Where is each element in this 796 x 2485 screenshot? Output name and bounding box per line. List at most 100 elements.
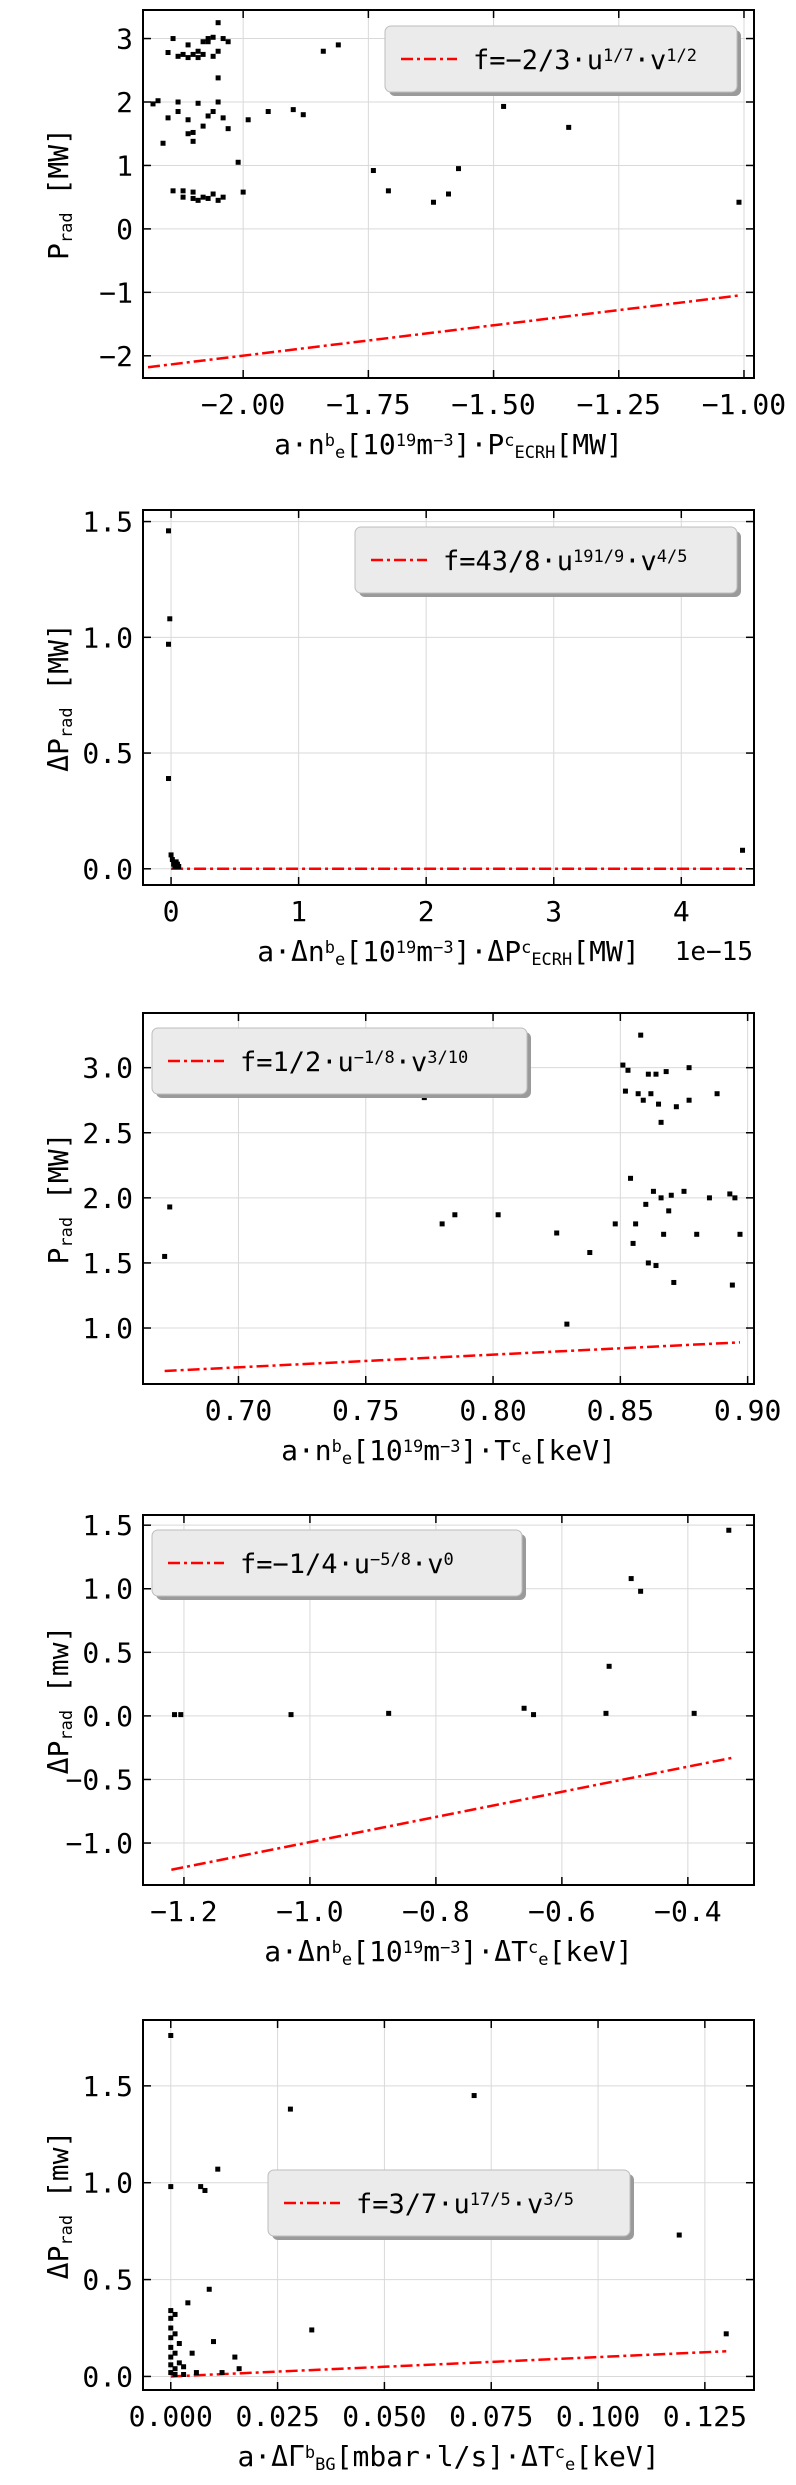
chart-panel-1: −2.00 −1.75 −1.50 −1.25 −1.00 −2 −1 0 1 2 3 a·nbe[1…	[42, 9, 786, 463]
x-tick-label: 0.70	[205, 1394, 272, 1427]
x-axis-label: a·ΔΓbBG[mbar·l/s]·ΔTce[keV]	[237, 2440, 659, 2475]
label-part-3: 4/5	[657, 547, 688, 567]
x-tick-label: 3	[545, 895, 562, 928]
label-part-5: m	[423, 1434, 440, 1467]
x-tick-label: 0.75	[332, 1394, 399, 1427]
label-part-2: BG	[315, 2455, 335, 2475]
data-point	[726, 1527, 732, 1533]
label-part-2: e	[335, 443, 345, 463]
data-point	[210, 191, 216, 197]
y-tick-label: 1.0	[82, 1573, 133, 1606]
data-point	[235, 159, 241, 165]
label-part-1: rad	[57, 2215, 77, 2246]
label-part-1: rad	[57, 707, 77, 738]
x-tick-label: 1	[290, 895, 307, 928]
data-point	[335, 42, 341, 48]
data-point	[452, 1212, 458, 1218]
data-point	[653, 1071, 659, 1077]
data-point	[650, 1188, 656, 1194]
data-point	[706, 1195, 712, 1201]
data-point	[172, 2366, 178, 2372]
chart-panel-4: −1.2 −1.0 −0.8 −0.6 −0.4 −1.0 −0.5 0.0 0.5 1.0 1.5…	[42, 1509, 755, 1970]
label-part-1: b	[305, 2443, 315, 2463]
data-point	[564, 1321, 570, 1327]
data-point	[225, 39, 231, 45]
data-point	[166, 776, 172, 782]
legend-box	[384, 25, 738, 93]
data-point	[288, 1712, 294, 1718]
data-point	[521, 1705, 527, 1711]
x-ticks: 0.70 0.75 0.80 0.85 0.90	[205, 1013, 781, 1427]
data-points	[162, 1032, 743, 1327]
data-point	[439, 1221, 445, 1227]
data-point	[673, 1104, 679, 1110]
x-offset-text: 1e−15	[675, 937, 753, 967]
data-point	[320, 48, 326, 54]
data-point	[727, 1191, 733, 1197]
data-point	[630, 1240, 636, 1246]
data-point	[232, 2354, 238, 2360]
data-point	[635, 1091, 641, 1097]
data-point	[168, 2308, 174, 2314]
data-point	[385, 188, 391, 194]
data-point	[501, 103, 507, 109]
label-part-2: [MW]	[42, 128, 75, 212]
y-tick-label: 1.0	[82, 621, 133, 654]
label-part-4: 19	[396, 431, 416, 451]
label-part-1: rad	[57, 1217, 77, 1248]
y-tick-label: −0.5	[66, 1763, 133, 1796]
label-part-1: rad	[57, 212, 77, 243]
x-tick-label: −1.25	[577, 388, 661, 421]
data-point	[190, 195, 196, 201]
legend-entry: f=−2/3·u1/7·v1/2	[473, 45, 697, 76]
x-tick-label: 4	[673, 895, 690, 928]
label-part-3: [10	[345, 935, 396, 968]
label-part-9: ECRH	[531, 950, 572, 970]
data-point	[215, 75, 221, 81]
data-point	[205, 195, 211, 201]
x-tick-label: 0.90	[714, 1394, 781, 1427]
data-point	[686, 1097, 692, 1103]
data-point	[190, 129, 196, 135]
data-point	[370, 168, 376, 174]
label-part-3: 3/10	[427, 1048, 468, 1068]
data-point	[625, 1067, 631, 1073]
data-point	[185, 55, 191, 61]
data-point	[658, 1119, 664, 1125]
label-part-1: 191/9	[573, 547, 624, 567]
data-point	[210, 34, 216, 40]
data-point	[740, 847, 746, 853]
label-part-2: e	[342, 1449, 352, 1469]
y-tick-label: 1.0	[82, 1312, 133, 1345]
label-part-7: ]·T	[461, 1434, 512, 1467]
y-ticks: 0.0 0.5 1.0 1.5	[82, 2070, 754, 2393]
label-part-0: f=3/7·u	[356, 2189, 470, 2220]
label-part-1: b	[325, 938, 335, 958]
data-point	[168, 2354, 174, 2360]
data-point	[386, 1710, 392, 1716]
y-tick-label: 1.5	[82, 2070, 133, 2103]
label-part-2: ·v	[634, 45, 667, 76]
data-point	[198, 2184, 204, 2190]
label-part-1: 17/5	[470, 2190, 511, 2210]
x-tick-label: −1.75	[326, 388, 410, 421]
data-point	[200, 194, 206, 200]
label-part-8: c	[528, 1938, 538, 1958]
data-point	[185, 117, 191, 123]
data-point	[168, 2344, 174, 2350]
data-point	[666, 1208, 672, 1214]
label-part-1: −1/8	[354, 1048, 395, 1068]
label-part-5: m	[416, 935, 433, 968]
data-point	[471, 2093, 477, 2099]
data-point	[430, 199, 436, 205]
data-point	[245, 117, 251, 123]
data-point	[633, 1221, 639, 1227]
data-point	[200, 51, 206, 57]
legend: f=−2/3·u1/7·v1/2	[384, 25, 741, 96]
label-part-4: 19	[403, 1938, 423, 1958]
data-point	[714, 1091, 720, 1097]
y-axis-label: ΔPrad [mw]	[42, 1626, 77, 1775]
data-point	[723, 2331, 729, 2337]
y-tick-label: 0.0	[82, 1700, 133, 1733]
